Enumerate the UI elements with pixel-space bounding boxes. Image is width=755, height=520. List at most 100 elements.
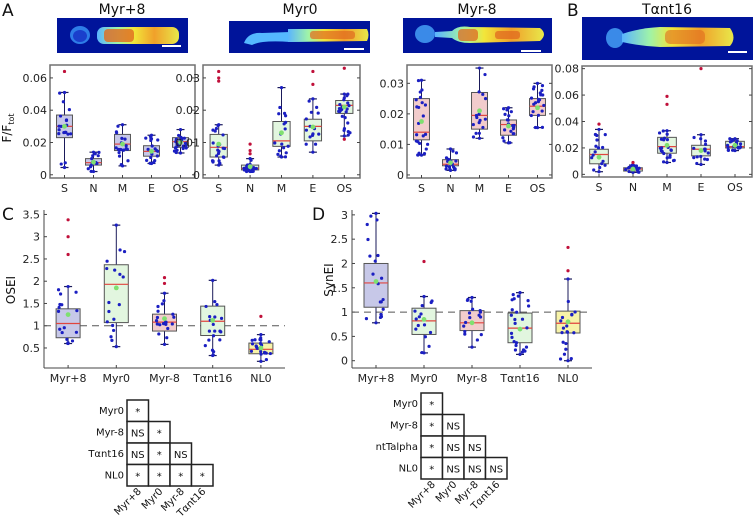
x-tick-label: Tαnt16	[499, 372, 539, 385]
outlier-point	[311, 82, 315, 86]
matrix-cell-value: *	[157, 450, 162, 461]
data-point	[598, 165, 602, 170]
data-point	[454, 159, 458, 163]
data-point	[593, 132, 598, 137]
data-point	[315, 105, 319, 109]
box-iqr	[303, 118, 323, 142]
data-point	[213, 299, 217, 304]
box-e	[143, 133, 160, 166]
box-myr0	[103, 223, 129, 349]
x-tick-label: Myr-8	[149, 372, 180, 385]
y-tick-label: 0	[40, 169, 47, 182]
data-point	[428, 330, 433, 335]
data-point	[514, 343, 518, 348]
data-point	[572, 331, 576, 335]
box-iqr	[363, 262, 389, 308]
y-tick-label: 1.5	[331, 282, 349, 295]
matrix-cell	[484, 456, 508, 480]
data-point	[342, 96, 346, 100]
data-point	[204, 304, 208, 309]
box-myr-8	[363, 211, 389, 325]
data-point	[479, 333, 483, 337]
mean-marker	[732, 142, 738, 148]
data-point	[144, 136, 148, 140]
data-point	[529, 113, 533, 118]
data-point	[726, 146, 730, 150]
data-point	[705, 157, 709, 162]
plot-d: 0 0.5 1 1.5 2 2.5 3 Myr+8 Myr0 Myr-8 Tαnt16 NL0	[331, 209, 592, 385]
box-myr-8	[152, 276, 177, 347]
data-point	[123, 137, 127, 141]
mean-marker	[535, 105, 540, 111]
panel-letter-b: B	[567, 1, 579, 21]
matrix-row-label: Myr-8	[390, 420, 418, 431]
data-point	[149, 133, 154, 137]
data-point	[211, 322, 215, 327]
data-point	[277, 149, 281, 153]
data-point	[483, 117, 487, 121]
box-myr-8	[55, 218, 81, 346]
data-point	[267, 340, 271, 344]
matrix-cell-value: NS	[468, 443, 482, 454]
data-point	[699, 154, 703, 159]
data-point	[95, 161, 99, 165]
data-point	[564, 341, 568, 346]
data-point	[483, 72, 487, 77]
data-point	[419, 153, 424, 157]
data-point	[662, 136, 667, 140]
data-point	[120, 164, 125, 168]
data-point	[592, 168, 596, 172]
mean-marker	[596, 154, 602, 160]
D-matrix: Myr0 * Myr-8 * NS ntTalpha * NS NS NL0 * NS NS NS Myr+…	[376, 392, 508, 513]
data-point	[146, 147, 150, 151]
data-point	[699, 133, 703, 137]
data-point	[96, 154, 100, 158]
data-point	[259, 333, 263, 337]
data-point	[304, 117, 308, 121]
data-point	[175, 142, 179, 146]
outlier-point	[217, 79, 221, 83]
data-point	[381, 307, 385, 311]
data-point	[342, 92, 346, 96]
data-point	[738, 142, 743, 146]
data-point	[60, 303, 64, 307]
box-m	[657, 94, 677, 165]
x-tick-label: OS	[727, 181, 743, 194]
data-point	[503, 128, 507, 132]
y-tick-label: 0.03	[380, 77, 405, 90]
data-point	[416, 78, 421, 83]
mean-marker	[65, 312, 71, 317]
data-point	[703, 157, 707, 161]
x-tick-label: Myr+8	[358, 372, 395, 385]
data-point	[477, 66, 482, 70]
outlier-point	[66, 252, 70, 257]
x-tick-label: N	[246, 182, 254, 195]
data-point	[66, 341, 70, 346]
box-n	[85, 150, 102, 174]
data-point	[661, 160, 666, 164]
outlier-point	[248, 152, 252, 156]
data-point	[665, 129, 669, 133]
data-point	[149, 138, 153, 143]
data-point	[375, 218, 379, 222]
data-point	[536, 113, 541, 117]
y-tick-label: 0	[341, 355, 348, 368]
data-point	[414, 98, 418, 102]
data-point	[515, 310, 519, 314]
data-point	[122, 148, 126, 152]
data-point	[420, 101, 424, 105]
mean-marker	[448, 160, 453, 166]
data-point	[603, 132, 607, 137]
data-point	[535, 81, 540, 85]
matrix-row-label: Tαnt16	[87, 449, 124, 460]
data-point	[531, 110, 535, 114]
x-tick-label: E	[505, 182, 512, 195]
data-point	[211, 141, 215, 145]
y-tick-label: 0	[397, 169, 404, 182]
data-point	[117, 303, 121, 307]
data-point	[566, 299, 570, 304]
data-point	[213, 315, 217, 319]
data-point	[282, 122, 286, 126]
data-point	[279, 155, 284, 159]
